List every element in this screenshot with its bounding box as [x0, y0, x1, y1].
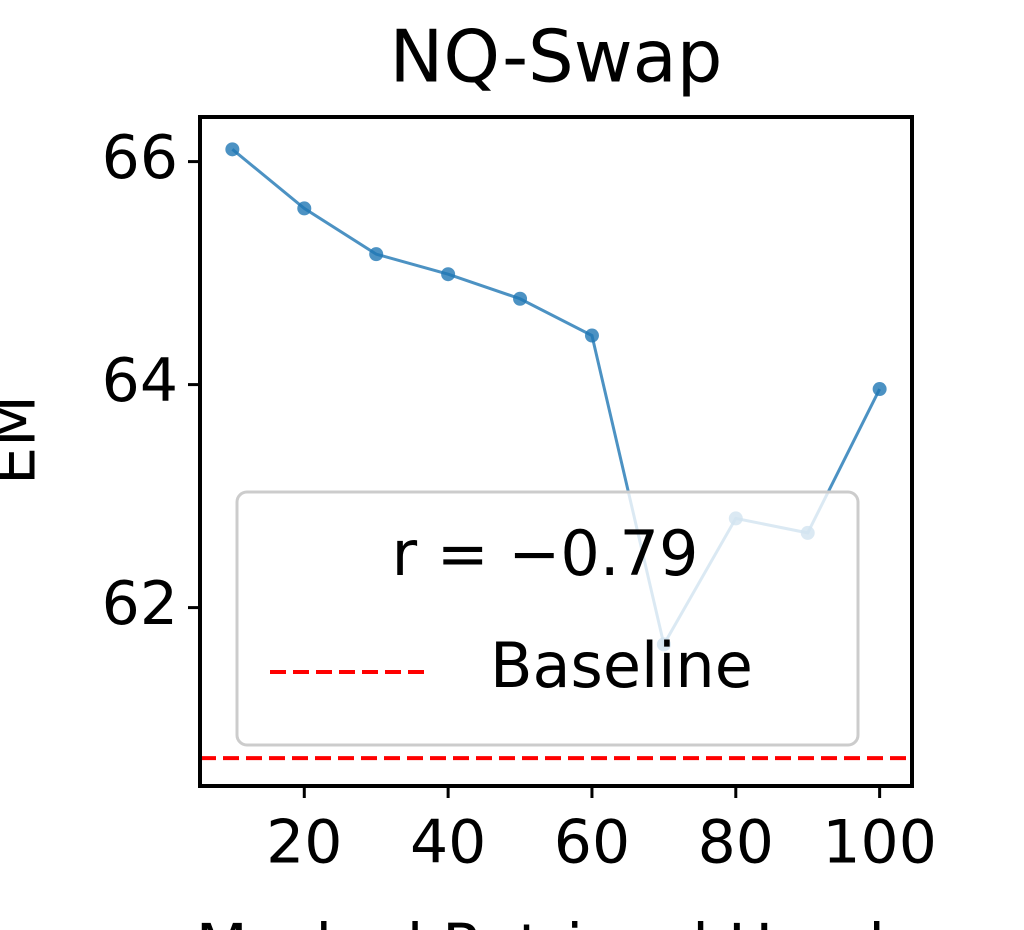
y-tick-label: 64: [102, 346, 178, 416]
x-axis-label: Masked Retrieval Heads: [196, 912, 916, 930]
chart-title: NQ-Swap: [390, 15, 723, 99]
data-point: [369, 247, 384, 262]
data-point: [584, 328, 599, 343]
x-tick-label: 20: [266, 808, 342, 878]
data-point: [225, 142, 240, 157]
data-point: [872, 382, 887, 397]
y-tick-label: 66: [102, 123, 178, 193]
plot-frame: [198, 115, 914, 788]
y-tick-label: 62: [102, 569, 178, 639]
data-point: [297, 201, 312, 216]
data-point: [513, 291, 528, 306]
legend-box: [235, 490, 860, 747]
y-axis-label: EM: [0, 395, 50, 485]
x-tick-label: 80: [698, 808, 774, 878]
legend-label: r = −0.79: [392, 517, 699, 590]
x-tick-label: 60: [554, 808, 630, 878]
x-tick-label: 100: [822, 808, 937, 878]
legend-label: Baseline: [490, 629, 753, 702]
data-point: [441, 267, 456, 282]
x-tick-label: 40: [410, 808, 486, 878]
